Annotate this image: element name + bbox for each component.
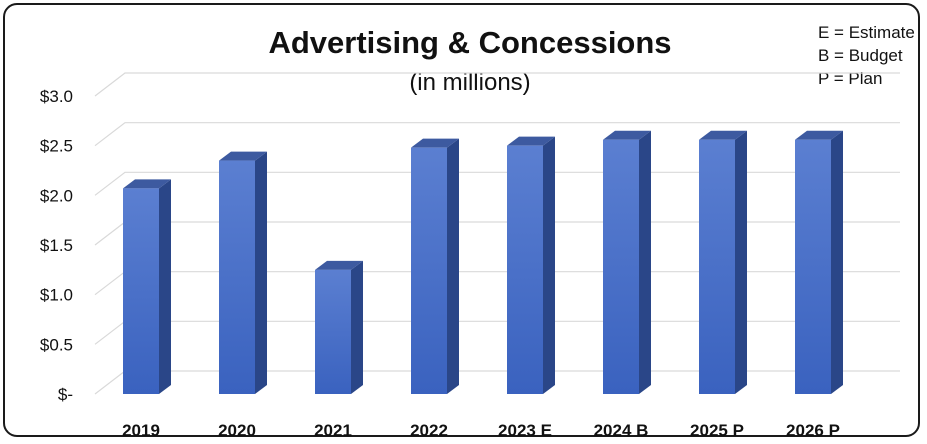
bar-side [255, 151, 267, 394]
y-tick-label: $3.0 [40, 87, 73, 106]
bar-side [831, 130, 843, 394]
x-tick-label: 2025 P [690, 421, 744, 440]
x-tick-label: 2023 E [498, 421, 552, 440]
gridline [94, 221, 900, 246]
bar [219, 151, 267, 394]
gridline [94, 320, 900, 345]
gridline [94, 72, 900, 97]
legend-note-estimate: E = Estimate [818, 23, 915, 42]
y-tick-label: $2.5 [40, 137, 73, 156]
x-tick-label: 2021 [314, 421, 352, 440]
bar-side [735, 130, 747, 394]
bar [507, 136, 555, 394]
bar [123, 179, 171, 394]
chart-title: Advertising & Concessions [268, 25, 671, 60]
bar-top [603, 130, 651, 140]
x-tick-label: 2019 [122, 421, 160, 440]
gridline [94, 271, 900, 296]
x-axis-ticks: 2019 2020 2021 2022 2023 E 2024 B 2025 P 2026 P [122, 421, 840, 440]
bar-top [219, 151, 267, 161]
y-axis-ticks: $- $0.5 $1.0 $1.5 $2.0 $2.5 $3.0 [40, 87, 73, 404]
y-tick-label: $1.5 [40, 236, 73, 255]
bar-side [447, 138, 459, 394]
x-tick-label: 2020 [218, 421, 256, 440]
bars [123, 130, 843, 394]
bar-front [603, 139, 639, 394]
y-tick-label: $0.5 [40, 335, 73, 354]
bar-front [507, 145, 543, 394]
x-tick-label: 2022 [410, 421, 448, 440]
bar [699, 130, 747, 394]
bar-front [123, 188, 159, 394]
bar-top [699, 130, 747, 140]
bar [603, 130, 651, 394]
bar [411, 138, 459, 394]
bar-front [411, 147, 447, 394]
y-tick-label: $- [58, 385, 73, 404]
bar-side [543, 136, 555, 394]
x-tick-label: 2026 P [786, 421, 840, 440]
bar-side [159, 179, 171, 394]
bar-top [795, 130, 843, 140]
bar-front [699, 139, 735, 394]
bar-side [351, 260, 363, 394]
bar-front [219, 160, 255, 394]
bar [315, 260, 363, 394]
legend-note-budget: B = Budget [818, 46, 903, 65]
bar-top [123, 179, 171, 189]
bar [795, 130, 843, 394]
gridlines [94, 72, 900, 395]
x-tick-label: 2024 B [594, 421, 649, 440]
bar-top [411, 138, 459, 148]
bar-top [315, 260, 363, 270]
gridline [94, 370, 900, 395]
gridline [94, 171, 900, 196]
y-tick-label: $1.0 [40, 286, 73, 305]
bar-side [639, 130, 651, 394]
legend-note-plan: P = Plan [818, 69, 882, 88]
y-tick-label: $2.0 [40, 186, 73, 205]
bar-front [795, 139, 831, 394]
bar-front [315, 269, 351, 394]
gridline [94, 122, 900, 147]
bar-top [507, 136, 555, 146]
